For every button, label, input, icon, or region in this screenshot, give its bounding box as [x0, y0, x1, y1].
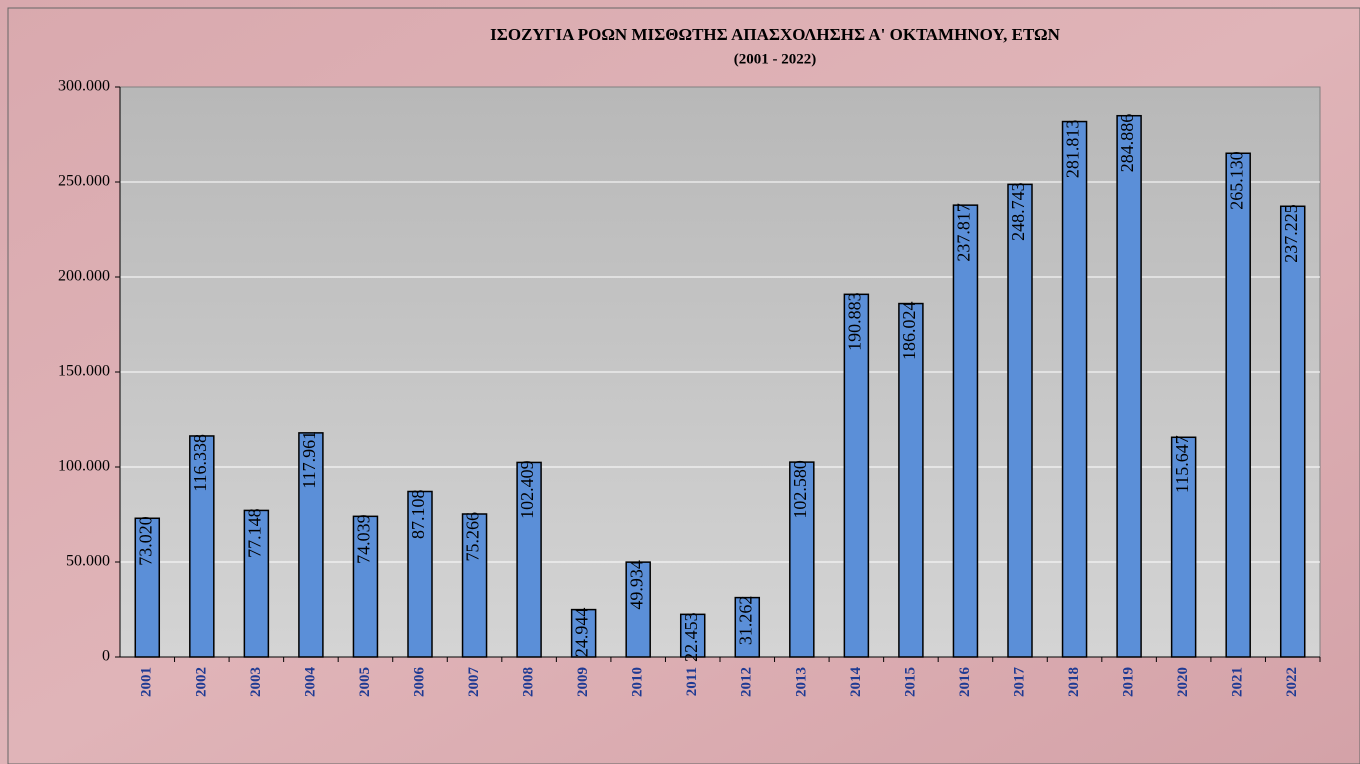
x-tick-label: 2001: [139, 667, 155, 697]
x-tick-label: 2004: [302, 667, 318, 698]
bar: [952, 204, 979, 658]
bar: [734, 596, 761, 658]
value-label: 116.338: [190, 434, 210, 492]
value-label: 87.108: [408, 489, 428, 539]
x-tick-label: 2020: [1175, 667, 1191, 697]
value-label: 284.886: [1117, 114, 1137, 173]
x-tick-label: 2011: [684, 667, 700, 696]
value-label: 115.647: [1172, 435, 1192, 493]
value-label: 22.453: [681, 612, 701, 662]
x-tick-label: 2019: [1121, 667, 1137, 697]
bar: [1279, 205, 1306, 658]
x-tick-label: 2008: [521, 667, 537, 697]
y-tick-label: 150.000: [58, 363, 110, 380]
y-tick-label: 50.000: [66, 553, 110, 570]
value-label: 237.225: [1281, 204, 1301, 263]
y-tick-label: 250.000: [58, 173, 110, 190]
bar: [1061, 120, 1088, 658]
bar: [407, 490, 433, 658]
value-label: 265.130: [1226, 151, 1246, 210]
value-label: 24.944: [572, 608, 592, 658]
bar: [352, 515, 379, 658]
bar: [1170, 436, 1197, 658]
bar: [789, 461, 815, 658]
value-label: 31.262: [735, 596, 755, 646]
y-tick-label: 100.000: [58, 458, 110, 475]
bar: [898, 302, 924, 658]
y-tick-label: 300.000: [58, 78, 110, 95]
bar: [1225, 152, 1251, 658]
x-tick-label: 2014: [848, 667, 864, 698]
bar: [134, 517, 161, 658]
x-tick-label: 2006: [411, 667, 427, 698]
value-label: 73.020: [135, 516, 155, 566]
bar: [679, 613, 706, 658]
value-label: 77.148: [244, 508, 264, 558]
bar: [570, 608, 597, 658]
x-tick-label: 2017: [1011, 667, 1027, 698]
x-tick-label: 2021: [1230, 667, 1246, 697]
bar: [1116, 114, 1142, 658]
value-label: 74.039: [354, 514, 374, 564]
bar: [516, 461, 542, 658]
x-tick-label: 2005: [357, 667, 373, 697]
chart-border: [7, 7, 1360, 764]
x-tick-label: 2018: [1066, 667, 1082, 697]
x-tick-label: 2015: [902, 667, 918, 697]
chart-subtitle: (2001 - 2022): [734, 51, 817, 67]
y-tick-label: 200.000: [58, 268, 110, 285]
bar: [1007, 183, 1033, 658]
bar: [625, 561, 651, 658]
value-label: 190.883: [844, 292, 864, 351]
x-tick-label: 2002: [193, 667, 209, 697]
x-tick-label: 2010: [630, 667, 646, 697]
bar: [843, 293, 870, 658]
value-label: 248.743: [1008, 182, 1028, 241]
bar: [298, 432, 324, 658]
bar: [461, 513, 488, 658]
value-label: 49.934: [626, 560, 646, 610]
y-tick-label: 0: [102, 648, 110, 665]
value-label: 102.580: [790, 460, 810, 519]
value-label: 75.266: [463, 512, 483, 562]
value-label: 237.817: [954, 203, 974, 262]
chart-title: ΙΣΟΖΥΓΙΑ ΡΟΩΝ ΜΙΣΘΩΤΗΣ ΑΠΑΣΧΟΛΗΣΗΣ Α' ΟΚ…: [490, 25, 1060, 44]
bar: [243, 509, 270, 658]
value-label: 281.813: [1063, 120, 1083, 179]
x-tick-label: 2009: [575, 667, 591, 697]
x-tick-label: 2013: [793, 667, 809, 697]
x-tick-label: 2003: [248, 667, 264, 697]
value-label: 186.024: [899, 302, 919, 361]
x-tick-label: 2012: [739, 667, 755, 697]
value-label: 117.961: [299, 431, 319, 489]
x-tick-label: 2022: [1284, 667, 1300, 697]
value-label: 102.409: [517, 460, 537, 519]
bar: [189, 435, 215, 658]
x-tick-label: 2016: [957, 667, 973, 698]
x-tick-label: 2007: [466, 667, 482, 698]
